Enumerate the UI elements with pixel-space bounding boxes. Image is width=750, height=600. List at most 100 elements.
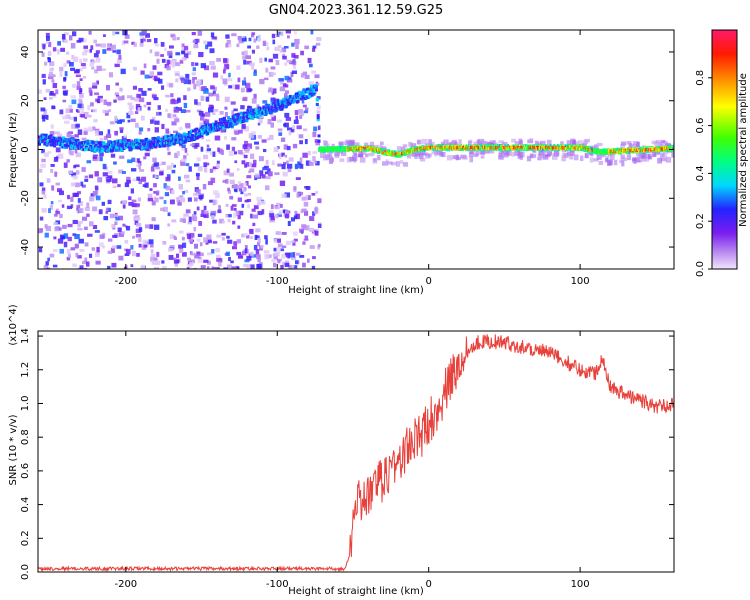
spectrogram-cell bbox=[203, 237, 208, 243]
spectrogram-cell bbox=[92, 154, 99, 159]
colorbar-tick-label: 0.4 bbox=[695, 165, 706, 181]
spectrogram-cell bbox=[318, 125, 321, 130]
spectrogram-cell bbox=[168, 60, 173, 65]
spectrogram-cell bbox=[197, 134, 201, 138]
spectrogram-cell bbox=[179, 248, 184, 253]
spectrogram-cell bbox=[347, 148, 350, 152]
spectrogram-cell bbox=[286, 145, 291, 151]
spectrogram-cell bbox=[311, 265, 316, 269]
spectrogram-cell bbox=[640, 152, 646, 159]
spectrogram-cell bbox=[342, 141, 346, 145]
spectrogram-cell bbox=[51, 93, 56, 96]
spectrogram-cell bbox=[140, 139, 144, 143]
spectrogram-cell bbox=[62, 85, 66, 89]
spectrogram-cell bbox=[145, 224, 150, 229]
spectrogram-cell bbox=[185, 163, 190, 167]
spectrogram-cell bbox=[620, 151, 622, 155]
spectrogram-cell bbox=[228, 124, 232, 128]
spectrogram-cell bbox=[209, 199, 215, 203]
spectrogram-cell bbox=[397, 151, 400, 155]
spectrogram-cell bbox=[237, 77, 241, 83]
spectrogram-cell bbox=[216, 58, 221, 62]
spectrogram-cell bbox=[376, 147, 379, 152]
spectrogram-cell bbox=[49, 96, 53, 100]
spectrogram-cell bbox=[525, 146, 527, 151]
spectrogram-cell bbox=[214, 93, 220, 97]
spectrogram-cell bbox=[589, 146, 592, 150]
spectrogram-cell bbox=[78, 37, 84, 42]
spectrogram-cell bbox=[206, 144, 210, 148]
spectrogram-cell bbox=[89, 62, 94, 67]
spectrogram-cell bbox=[86, 202, 90, 208]
spectrogram-cell bbox=[260, 244, 264, 249]
spectrogram-cell bbox=[43, 97, 47, 100]
spectrogram-cell bbox=[520, 145, 522, 149]
spectrogram-cell bbox=[147, 106, 151, 111]
spectrogram-cell bbox=[189, 259, 195, 264]
spectrogram-cell bbox=[114, 63, 120, 68]
spectrogram-cell bbox=[316, 110, 321, 114]
spectrogram-cell bbox=[68, 137, 72, 141]
spectrogram-cell bbox=[124, 182, 130, 188]
spectrogram-cell bbox=[258, 114, 262, 117]
spectrogram-cell bbox=[258, 118, 263, 124]
spectrogram-cell bbox=[90, 149, 94, 153]
spectrogram-cell bbox=[462, 156, 468, 160]
spectrogram-cell bbox=[112, 50, 117, 53]
spectrogram-cell bbox=[429, 145, 432, 150]
spectrogram-cell bbox=[178, 244, 184, 249]
spectrogram-cell bbox=[137, 197, 141, 202]
spectrogram-cell bbox=[292, 125, 295, 131]
spectrogram-cell bbox=[279, 99, 282, 103]
spectrogram-cell bbox=[65, 108, 70, 114]
spectrogram-cell bbox=[627, 148, 629, 152]
spectrogram-cell bbox=[142, 239, 148, 245]
spectrogram-cell bbox=[484, 147, 490, 154]
spectrogram-cell bbox=[103, 135, 108, 140]
spectrogram-cell bbox=[108, 109, 112, 112]
spectrogram-cell bbox=[310, 30, 314, 35]
spectrogram-cell bbox=[93, 194, 99, 199]
spectrogram-cell bbox=[265, 176, 271, 180]
spectrogram-cell bbox=[167, 247, 174, 252]
spectrogram-cell bbox=[299, 115, 303, 119]
spectrogram-cell bbox=[289, 94, 293, 98]
spectrogram-cell bbox=[85, 114, 89, 117]
spectrogram-cell bbox=[294, 31, 297, 35]
spectrogram-cell bbox=[72, 233, 77, 236]
spectrogram-cell bbox=[200, 146, 204, 152]
spectrogram-cell bbox=[267, 89, 273, 93]
spectrogram-cell bbox=[274, 46, 280, 51]
spectrogram-cell bbox=[217, 128, 221, 132]
spectrogram-cell bbox=[469, 145, 472, 150]
spectrogram-cell bbox=[77, 227, 83, 231]
spectrogram-cell bbox=[272, 88, 277, 94]
spectrogram-cell bbox=[107, 44, 111, 50]
spectrogram-cell bbox=[178, 184, 183, 190]
spectrogram-cell bbox=[254, 141, 259, 145]
spectrogram-cell bbox=[472, 153, 479, 157]
spectrogram-cell bbox=[248, 133, 254, 139]
spectrogram-cell bbox=[103, 145, 107, 149]
spectrogram-cell bbox=[231, 266, 236, 269]
spectrogram-cell bbox=[81, 137, 87, 141]
spectrogram-cell bbox=[132, 146, 136, 150]
spectrogram-cell bbox=[137, 138, 141, 142]
spectrogram-cell bbox=[191, 32, 196, 36]
spectrogram-cell bbox=[329, 148, 331, 152]
spectrogram-cell bbox=[98, 209, 103, 215]
spectrogram-cell bbox=[608, 151, 611, 155]
spectrogram-cell bbox=[127, 102, 133, 106]
spectrogram-cell bbox=[610, 154, 615, 160]
spectrogram-cell bbox=[61, 143, 65, 146]
spectrogram-cell bbox=[82, 216, 88, 221]
spectrogram-cell bbox=[84, 242, 89, 247]
spectrogram-cell bbox=[413, 146, 416, 150]
spectrogram-cell bbox=[392, 150, 395, 155]
spectrogram-cell bbox=[514, 141, 521, 145]
spectrogram-cell bbox=[467, 141, 472, 147]
spectrogram-cell bbox=[330, 149, 333, 153]
spectrogram-cell bbox=[109, 121, 115, 125]
spectrogram-cell bbox=[633, 149, 636, 153]
spectrogram-cell bbox=[515, 145, 518, 149]
